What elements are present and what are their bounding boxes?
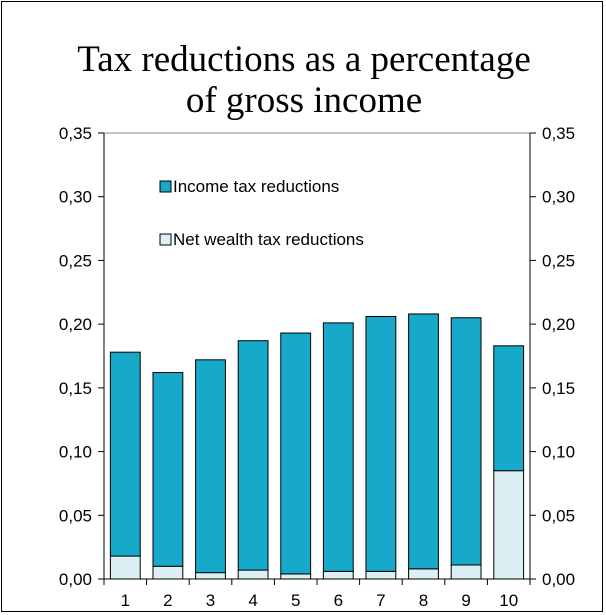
y-tick-label-left: 0,10 bbox=[59, 443, 92, 462]
bar-net-wealth-4 bbox=[237, 569, 269, 580]
x-tick-label-5: 5 bbox=[291, 591, 300, 610]
y-tick-label-left: 0,05 bbox=[59, 506, 92, 525]
title-line-1: Tax reductions as a percentage bbox=[77, 39, 531, 80]
y-tick-label-left: 0,15 bbox=[59, 379, 92, 398]
y-tick-label-left: 0,25 bbox=[59, 251, 92, 270]
y-tick-label-left: 0,20 bbox=[59, 315, 92, 334]
x-tick-label-4: 4 bbox=[248, 591, 257, 610]
y-tick-label-right: 0,00 bbox=[542, 570, 575, 589]
bar-income-7 bbox=[365, 316, 397, 572]
bar-income-6 bbox=[322, 322, 354, 572]
chart-title: Tax reductions as a percentage of gross … bbox=[77, 39, 531, 121]
title-line-2: of gross income bbox=[186, 80, 422, 121]
bar-net-wealth-3 bbox=[195, 572, 226, 580]
axes: 0,00 0,00 0,05 0,05 0,10 0,10 0,15 0,15 0,20 0,20… bbox=[59, 124, 575, 610]
y-tick-label-right: 0,30 bbox=[542, 188, 575, 207]
x-tick-label-1: 1 bbox=[121, 591, 130, 610]
x-tick-label-3: 3 bbox=[206, 591, 215, 610]
y-tick-label-right: 0,10 bbox=[542, 443, 575, 462]
y-tick-label-left: 0,00 bbox=[59, 570, 92, 589]
legend-label-income: Income tax reductions bbox=[173, 177, 339, 196]
x-tick-label-7: 7 bbox=[376, 591, 385, 610]
y-tick-label-right: 0,05 bbox=[542, 506, 575, 525]
y-tick-label-right: 0,20 bbox=[542, 315, 575, 334]
bar-net-wealth-5 bbox=[280, 573, 312, 580]
legend: Income tax reductions Net wealth tax redu… bbox=[159, 177, 364, 249]
bar-net-wealth-8 bbox=[408, 568, 439, 580]
bar-net-wealth-10 bbox=[493, 470, 525, 580]
x-tick-label-2: 2 bbox=[163, 591, 172, 610]
bar-income-2 bbox=[152, 372, 184, 567]
legend-swatch-net-wealth bbox=[159, 233, 172, 246]
bar-net-wealth-7 bbox=[365, 570, 397, 580]
bar-income-1 bbox=[109, 351, 141, 557]
bars bbox=[109, 313, 525, 580]
x-tick-label-10: 10 bbox=[499, 591, 518, 610]
bar-income-10 bbox=[493, 345, 525, 472]
legend-swatch-income bbox=[159, 180, 172, 193]
y-tick-label-left: 0,30 bbox=[59, 188, 92, 207]
y-tick-label-left: 0,35 bbox=[59, 124, 92, 143]
x-tick-label-9: 9 bbox=[461, 591, 470, 610]
bar-income-5 bbox=[280, 332, 312, 575]
bar-net-wealth-6 bbox=[322, 570, 354, 580]
bar-net-wealth-1 bbox=[109, 555, 141, 580]
x-tick-label-8: 8 bbox=[419, 591, 428, 610]
y-tick-label-right: 0,25 bbox=[542, 251, 575, 270]
bar-net-wealth-9 bbox=[450, 564, 482, 580]
legend-label-net-wealth: Net wealth tax reductions bbox=[173, 230, 364, 249]
bar-income-4 bbox=[237, 340, 269, 571]
bar-income-3 bbox=[195, 359, 226, 574]
x-tick-label-6: 6 bbox=[334, 591, 343, 610]
bar-net-wealth-2 bbox=[152, 565, 184, 580]
y-tick-label-right: 0,35 bbox=[542, 124, 575, 143]
bar-income-8 bbox=[408, 313, 439, 570]
bar-income-9 bbox=[450, 317, 482, 566]
y-tick-label-right: 0,15 bbox=[542, 379, 575, 398]
